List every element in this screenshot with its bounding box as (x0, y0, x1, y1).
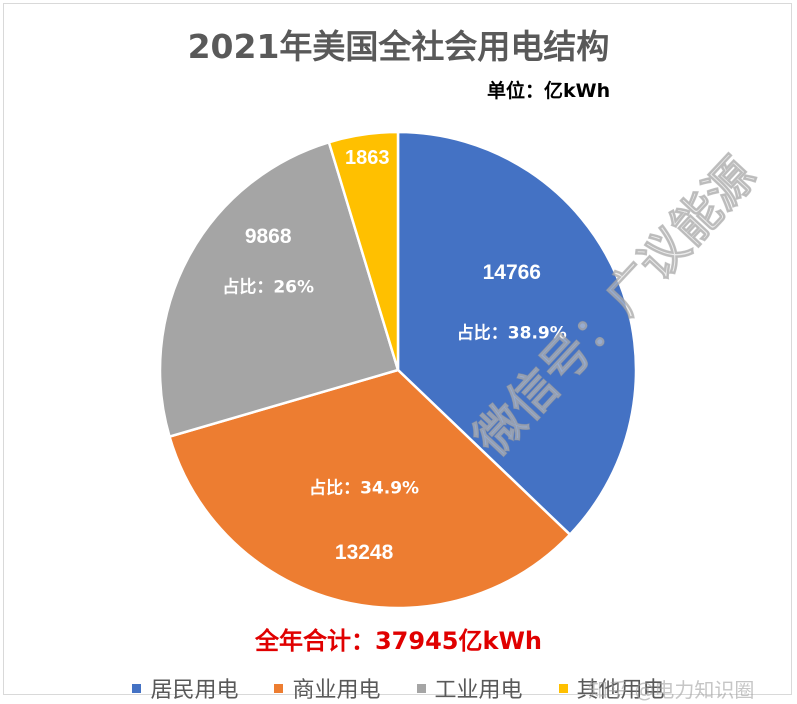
pie-slice-commercial (167, 368, 572, 610)
total-label: 全年合计：37945亿kWh (254, 627, 542, 655)
share-label-commercial: 占比：34.9% (309, 478, 419, 499)
legend-label: 其他用电 (576, 678, 665, 703)
pie-slice-residential (396, 130, 638, 537)
legend-label: 工业用电 (434, 678, 523, 703)
legend-item-residential: 居民用电 (132, 672, 238, 704)
value-label-residential: 14766 (483, 261, 541, 284)
value-label-other: 1863 (345, 147, 390, 169)
legend-label: 商业用电 (292, 678, 381, 703)
pie-slice-industrial (158, 140, 400, 439)
share-label-residential: 占比：38.9% (457, 322, 567, 343)
value-label-industrial: 9868 (245, 225, 292, 248)
legend-item-commercial: 商业用电 (274, 672, 381, 704)
share-label-industrial: 占比：26% (222, 277, 314, 298)
legend-swatch (274, 683, 284, 693)
legend-item-industrial: 工业用电 (416, 672, 523, 704)
legend-swatch (132, 683, 142, 693)
pie-slices (158, 130, 638, 610)
legend-swatch (416, 683, 426, 693)
pie-data-labels: 14766 占比：38.9% 13248 占比：34.9% 9868 占比：26% 1863 (222, 147, 566, 564)
value-label-commercial: 13248 (335, 541, 394, 564)
chart-legend: 居民用电 商业用电 工业用电 其他用电 (0, 672, 797, 704)
unit-label: 单位：亿kWh (487, 80, 611, 102)
legend-item-other: 其他用电 (558, 672, 665, 704)
legend-label: 居民用电 (150, 678, 239, 703)
chart-title: 2021年美国全社会用电结构 (187, 27, 610, 66)
legend-swatch (558, 683, 568, 693)
pie-slice-other (327, 130, 400, 371)
